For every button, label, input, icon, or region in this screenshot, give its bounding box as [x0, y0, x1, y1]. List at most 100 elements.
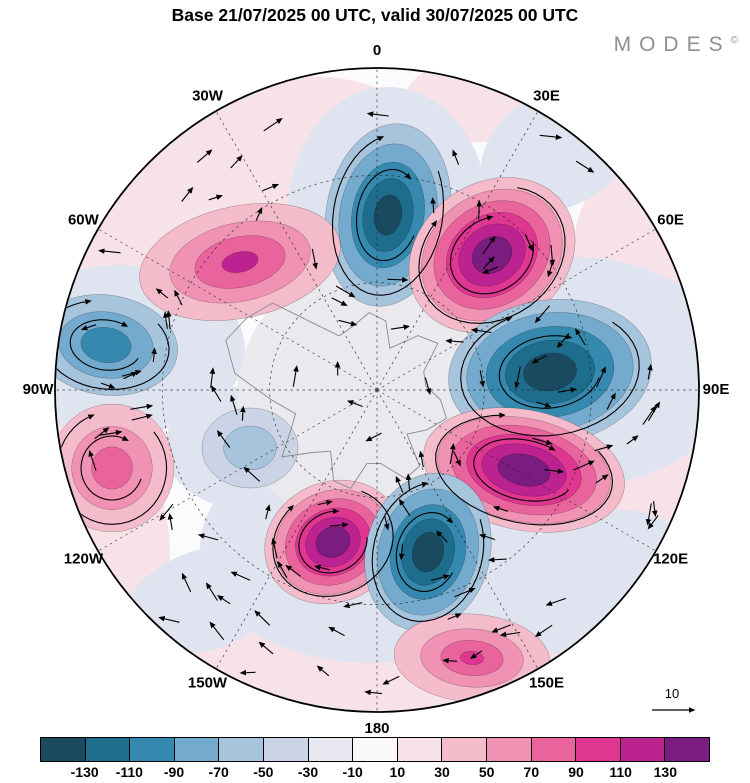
wind-arrow	[314, 564, 330, 571]
colorbar-tick-label: 110	[609, 764, 632, 780]
colorbar-cell	[531, 737, 577, 762]
wind-arrow	[647, 401, 661, 422]
wind-arrow	[479, 533, 496, 541]
longitude-label: 60E	[657, 211, 684, 228]
modes-logo-text: MODES	[613, 33, 731, 56]
colorbar-cell	[130, 737, 175, 762]
wind-arrow	[651, 501, 658, 518]
streamline-arc	[272, 490, 394, 597]
wind-arrow	[163, 311, 169, 329]
wind-arrow	[211, 385, 222, 402]
wind-arrow	[531, 355, 547, 364]
wind-arrow	[131, 413, 153, 421]
colorbar-cell	[308, 737, 354, 762]
wind-arrow	[499, 631, 521, 638]
colorbar-tick-label: -30	[297, 764, 319, 780]
colorbar-cell	[263, 737, 309, 762]
longitude-label: 150W	[188, 675, 228, 692]
wind-arrow	[482, 266, 499, 274]
longitude-label: 30E	[533, 87, 560, 104]
wind-arrow	[405, 473, 412, 492]
wind-arrow	[382, 675, 400, 685]
wind-arrow	[398, 543, 405, 561]
wind-arrow	[196, 149, 213, 163]
wind-arrow	[151, 347, 157, 362]
wind-arrow	[366, 111, 389, 117]
wind-arrow	[94, 427, 110, 440]
wind-arrow	[445, 338, 464, 344]
wind-arrow	[216, 595, 231, 605]
longitude-label: 120W	[64, 550, 104, 567]
wind-arrow	[453, 450, 461, 467]
anomaly-contour-fill	[373, 194, 403, 236]
map-boundary	[54, 67, 700, 713]
wind-arrow	[430, 574, 450, 581]
wind-arrow	[208, 194, 223, 201]
wind-arrow	[395, 475, 404, 493]
wind-arrow	[364, 689, 383, 696]
wind-arrow	[167, 513, 174, 530]
wind-arrow	[338, 319, 358, 327]
colorbar-tick-label: 130	[653, 764, 678, 780]
longitude-label: 120E	[653, 550, 688, 567]
wind-arrow	[311, 248, 318, 270]
latitude-circle	[269, 282, 485, 498]
longitude-label: 60W	[68, 211, 100, 228]
wind-arrow	[88, 449, 97, 471]
wind-arrow	[243, 466, 260, 482]
wind-arrow	[454, 587, 476, 598]
colorbar-cell	[665, 737, 710, 762]
streamline-arc	[473, 438, 570, 502]
streamline-arc	[69, 319, 139, 371]
wind-arrow	[99, 429, 123, 436]
wind-arrow	[255, 207, 263, 221]
wind-arrow	[335, 285, 356, 298]
wind-arrow	[155, 288, 169, 299]
colorbar-cell	[174, 737, 220, 762]
wind-arrows	[80, 111, 661, 696]
chart-title: Base 21/07/2025 00 UTC, valid 30/07/2025…	[171, 5, 579, 25]
colorbar-tick-label: -70	[208, 764, 229, 780]
colorbar-tick-label: -130	[70, 764, 99, 780]
streamline-arc	[449, 215, 535, 295]
wind-arrow	[626, 435, 639, 445]
wind-arrow	[181, 572, 192, 593]
wind-arrow	[545, 597, 567, 606]
colorbar-cell	[397, 737, 443, 762]
wind-arrow	[647, 363, 653, 380]
modes-logo: MODES©	[614, 33, 738, 57]
wind-arrow	[271, 537, 278, 559]
anomaly-contour-fill	[80, 327, 132, 363]
streamlines	[56, 136, 640, 622]
wind-arrow	[254, 610, 271, 626]
wind-arrow	[557, 387, 577, 393]
colorbar-cell	[620, 737, 666, 762]
wind-arrow	[158, 616, 180, 623]
streamline-arc	[298, 508, 368, 574]
wind-arrow	[390, 324, 411, 330]
wind-arrow	[230, 394, 238, 415]
wind-arrow	[174, 289, 183, 306]
wind-arrow	[329, 522, 349, 528]
wind-arrow	[230, 571, 251, 581]
wind-arrow	[514, 366, 521, 389]
colorbar-cell	[442, 737, 487, 762]
reference-arrow-label: 10	[665, 686, 679, 701]
colorbar-tick-label: -90	[163, 764, 185, 780]
wind-arrow	[123, 371, 138, 380]
reference-arrow: 10	[652, 686, 696, 713]
streamline-arc	[332, 136, 445, 296]
colorbar-cell	[576, 737, 621, 762]
wind-arrow	[159, 503, 174, 521]
colorbar-tick-label: 10	[389, 764, 406, 780]
wind-arrow	[292, 365, 299, 387]
wind-arrow	[262, 183, 279, 192]
wind-arrow	[285, 564, 301, 577]
wind-arrow	[575, 160, 595, 173]
copyright-icon: ©	[730, 35, 738, 46]
wind-arrow	[346, 400, 363, 408]
anomaly-contour-fill	[91, 446, 133, 490]
wind-arrow	[479, 370, 485, 388]
